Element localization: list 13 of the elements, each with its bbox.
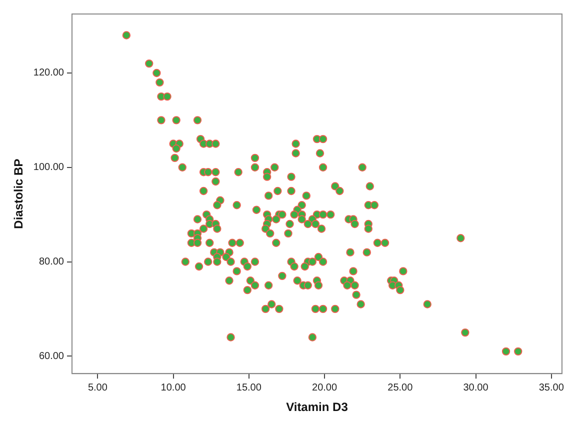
x-axis-title: Vitamin D3 — [286, 400, 348, 414]
x-tick-label: 30.00 — [463, 382, 489, 394]
x-tick-label: 10.00 — [160, 382, 186, 394]
x-tick-label: 5.00 — [88, 382, 108, 394]
y-tick-label: 100.00 — [33, 162, 64, 174]
y-tick-label: 60.00 — [38, 350, 64, 362]
x-tick-label: 20.00 — [312, 382, 338, 394]
x-tick-label: 25.00 — [388, 382, 414, 394]
y-axis-title: Diastolic BP — [12, 158, 26, 229]
x-tick-label: 15.00 — [236, 382, 262, 394]
x-tick-label: 35.00 — [538, 382, 564, 394]
y-tick-label: 80.00 — [38, 256, 64, 268]
y-tick-label: 120.00 — [33, 68, 64, 79]
